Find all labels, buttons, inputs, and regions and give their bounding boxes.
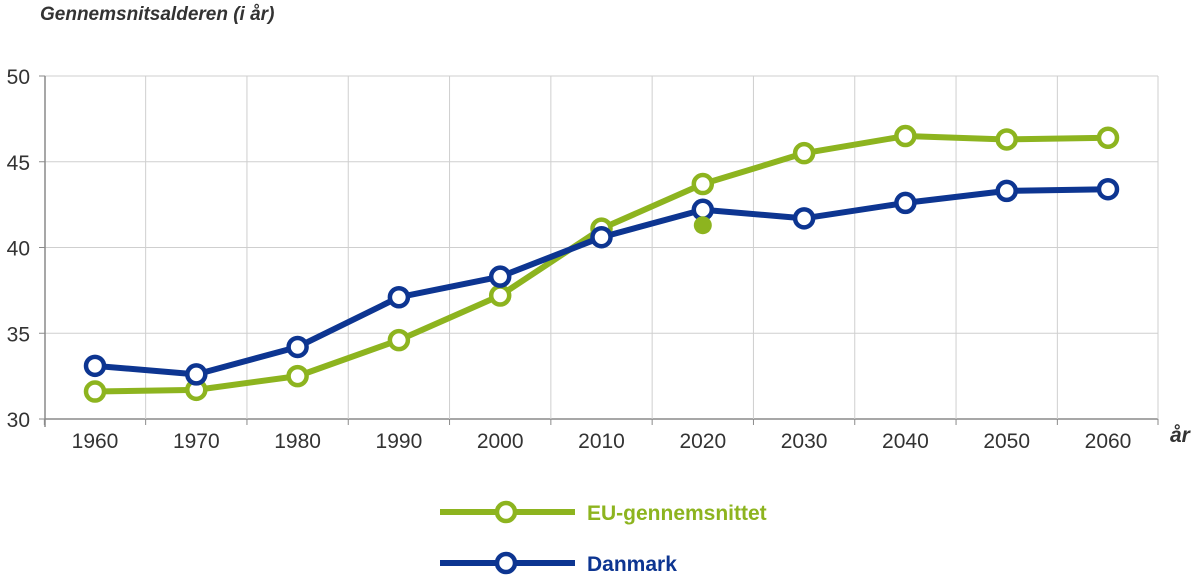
data-point-Danmark-1960 [83,354,107,378]
data-point-EU-gennemsnittet-1990 [387,328,411,352]
x-axis-unit-label: år [1170,424,1192,447]
data-point-EU-gennemsnittet-1960 [83,380,107,403]
data-point-EU-gennemsnittet-2050 [995,128,1018,151]
x-tick-label-1960: 1960 [72,430,119,453]
legend: EU-gennemsnittet Danmark [440,500,767,576]
y-axis-label: Gennemsnitsalderen (i år) [40,4,274,25]
data-point-Danmark-1990 [387,285,411,309]
data-point-Danmark-2010 [590,225,613,249]
x-tick-label-2060: 2060 [1085,430,1132,453]
data-point-EU-gennemsnittet-2020 [691,172,715,196]
x-tick-label-2050: 2050 [983,430,1030,453]
data-point-EU-gennemsnittet-2060 [1096,126,1120,149]
y-tick-label-45: 45 [7,152,30,175]
y-tick-label-40: 40 [7,238,30,261]
legend-label-EU-gennemsnittet: EU-gennemsnittet [587,502,767,525]
x-tick-labels: 1960 1970 1980 1990 2000 2010 2020 2030 2040 2050… [72,430,1132,453]
data-point-Danmark-2020 [691,198,715,222]
x-tick-label-2040: 2040 [882,430,929,453]
y-tick-label-30: 30 [7,409,30,432]
data-point-Danmark-1970 [185,363,208,386]
data-point-Danmark-1980 [286,335,309,359]
legend-item-EU-gennemsnittet: EU-gennemsnittet [440,500,767,525]
data-point-Danmark-2000 [488,265,512,288]
y-tick-label-50: 50 [7,66,30,89]
data-point-Danmark-2060 [1096,177,1120,201]
x-tick-label-2000: 2000 [477,430,524,453]
data-point-EU-gennemsnittet-2040 [894,124,917,148]
x-tick-label-1970: 1970 [173,430,220,453]
legend-marker-Danmark [494,551,518,575]
data-point-Danmark-2030 [792,207,816,230]
y-tick-label-35: 35 [7,323,30,346]
x-tick-label-1980: 1980 [274,430,321,453]
x-tick-label-2030: 2030 [781,430,828,453]
data-point-Danmark-2050 [995,179,1018,203]
x-tick-label-2010: 2010 [578,430,625,453]
extra-point-EU-gennemsnittet-2020 [693,216,712,235]
legend-label-Danmark: Danmark [587,553,677,576]
gridlines [39,75,1159,427]
data-point-EU-gennemsnittet-2000 [488,284,512,307]
x-tick-label-2020: 2020 [679,430,726,453]
series-Danmark [83,177,1120,386]
data-series [83,124,1120,403]
legend-item-Danmark: Danmark [440,551,677,576]
x-tick-label-1990: 1990 [376,430,423,453]
data-point-Danmark-2040 [894,191,917,215]
legend-marker-EU-gennemsnittet [494,500,518,524]
y-tick-labels: 30 35 40 45 50 [7,66,30,432]
data-point-EU-gennemsnittet-2030 [792,141,816,165]
data-point-EU-gennemsnittet-1980 [286,364,309,388]
